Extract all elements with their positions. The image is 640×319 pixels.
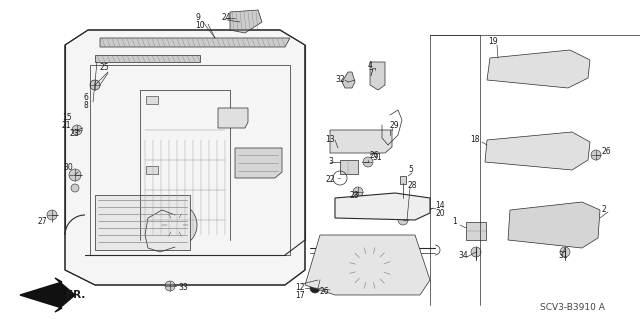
Circle shape: [72, 125, 82, 135]
Polygon shape: [230, 10, 262, 33]
Circle shape: [71, 184, 79, 192]
Circle shape: [536, 63, 548, 75]
Circle shape: [363, 157, 373, 167]
Text: 13: 13: [325, 136, 335, 145]
Bar: [466, 222, 486, 240]
Circle shape: [560, 247, 570, 257]
Bar: [146, 96, 158, 104]
Text: 12: 12: [295, 284, 305, 293]
Text: 27: 27: [38, 218, 47, 226]
Circle shape: [552, 63, 564, 75]
Text: 33: 33: [178, 283, 188, 292]
Polygon shape: [235, 148, 282, 178]
Text: 5: 5: [408, 166, 413, 174]
Circle shape: [398, 215, 408, 225]
Text: 25: 25: [100, 63, 109, 72]
Circle shape: [552, 145, 564, 157]
Polygon shape: [65, 30, 305, 285]
Bar: [340, 160, 358, 174]
Circle shape: [153, 203, 197, 247]
Text: 4: 4: [368, 61, 373, 70]
Polygon shape: [508, 202, 600, 248]
Circle shape: [310, 283, 320, 293]
Text: 32: 32: [335, 76, 344, 85]
Circle shape: [547, 218, 561, 232]
Text: 6: 6: [83, 93, 88, 102]
Text: 29: 29: [390, 121, 399, 130]
Polygon shape: [95, 55, 200, 62]
Circle shape: [497, 145, 509, 157]
Text: 9: 9: [195, 13, 200, 23]
Text: SCV3-B3910 A: SCV3-B3910 A: [540, 303, 605, 313]
Text: 26: 26: [320, 287, 330, 296]
Text: 22: 22: [325, 175, 335, 184]
Polygon shape: [342, 72, 355, 88]
Ellipse shape: [345, 135, 375, 147]
Polygon shape: [487, 50, 590, 88]
Text: 20: 20: [435, 209, 445, 218]
Text: 18: 18: [470, 136, 479, 145]
Circle shape: [161, 211, 189, 239]
Text: 14: 14: [435, 201, 445, 210]
Bar: [146, 166, 158, 174]
Text: 2: 2: [602, 205, 607, 214]
Text: 26: 26: [370, 151, 380, 160]
Text: 3: 3: [328, 158, 333, 167]
Text: 19: 19: [488, 38, 498, 47]
Circle shape: [534, 145, 546, 157]
Circle shape: [519, 63, 531, 75]
Polygon shape: [330, 130, 392, 153]
Bar: [95, 195, 190, 250]
Circle shape: [591, 150, 601, 160]
Ellipse shape: [567, 220, 581, 230]
Text: 17: 17: [295, 292, 305, 300]
Circle shape: [168, 218, 182, 232]
Text: 24: 24: [222, 13, 232, 23]
Circle shape: [471, 247, 481, 257]
Polygon shape: [370, 62, 385, 90]
Text: 31: 31: [558, 250, 568, 259]
Polygon shape: [20, 278, 75, 312]
Circle shape: [531, 218, 545, 232]
Circle shape: [568, 65, 576, 73]
Circle shape: [356, 254, 384, 282]
Text: 26: 26: [602, 147, 612, 157]
Polygon shape: [485, 132, 590, 170]
Polygon shape: [218, 108, 248, 128]
Bar: [400, 176, 406, 184]
Circle shape: [47, 210, 57, 220]
Text: 21: 21: [62, 122, 72, 130]
Text: 7: 7: [368, 69, 373, 78]
Text: 34: 34: [458, 250, 468, 259]
Circle shape: [165, 281, 175, 291]
Circle shape: [69, 169, 81, 181]
Text: FR.: FR.: [66, 290, 85, 300]
Polygon shape: [305, 235, 430, 295]
Text: 10: 10: [195, 21, 205, 31]
Circle shape: [515, 218, 529, 232]
Text: 23: 23: [70, 130, 79, 138]
Circle shape: [516, 145, 528, 157]
Text: 8: 8: [83, 101, 88, 110]
Circle shape: [348, 246, 392, 290]
Text: 23: 23: [350, 190, 360, 199]
Circle shape: [353, 187, 363, 197]
Text: 28: 28: [408, 181, 417, 189]
Circle shape: [502, 63, 514, 75]
Text: 15: 15: [62, 114, 72, 122]
Circle shape: [90, 80, 100, 90]
Polygon shape: [100, 38, 290, 47]
Text: 31: 31: [372, 153, 381, 162]
Text: 1: 1: [452, 218, 457, 226]
Text: 30: 30: [63, 164, 73, 173]
Polygon shape: [335, 193, 430, 220]
